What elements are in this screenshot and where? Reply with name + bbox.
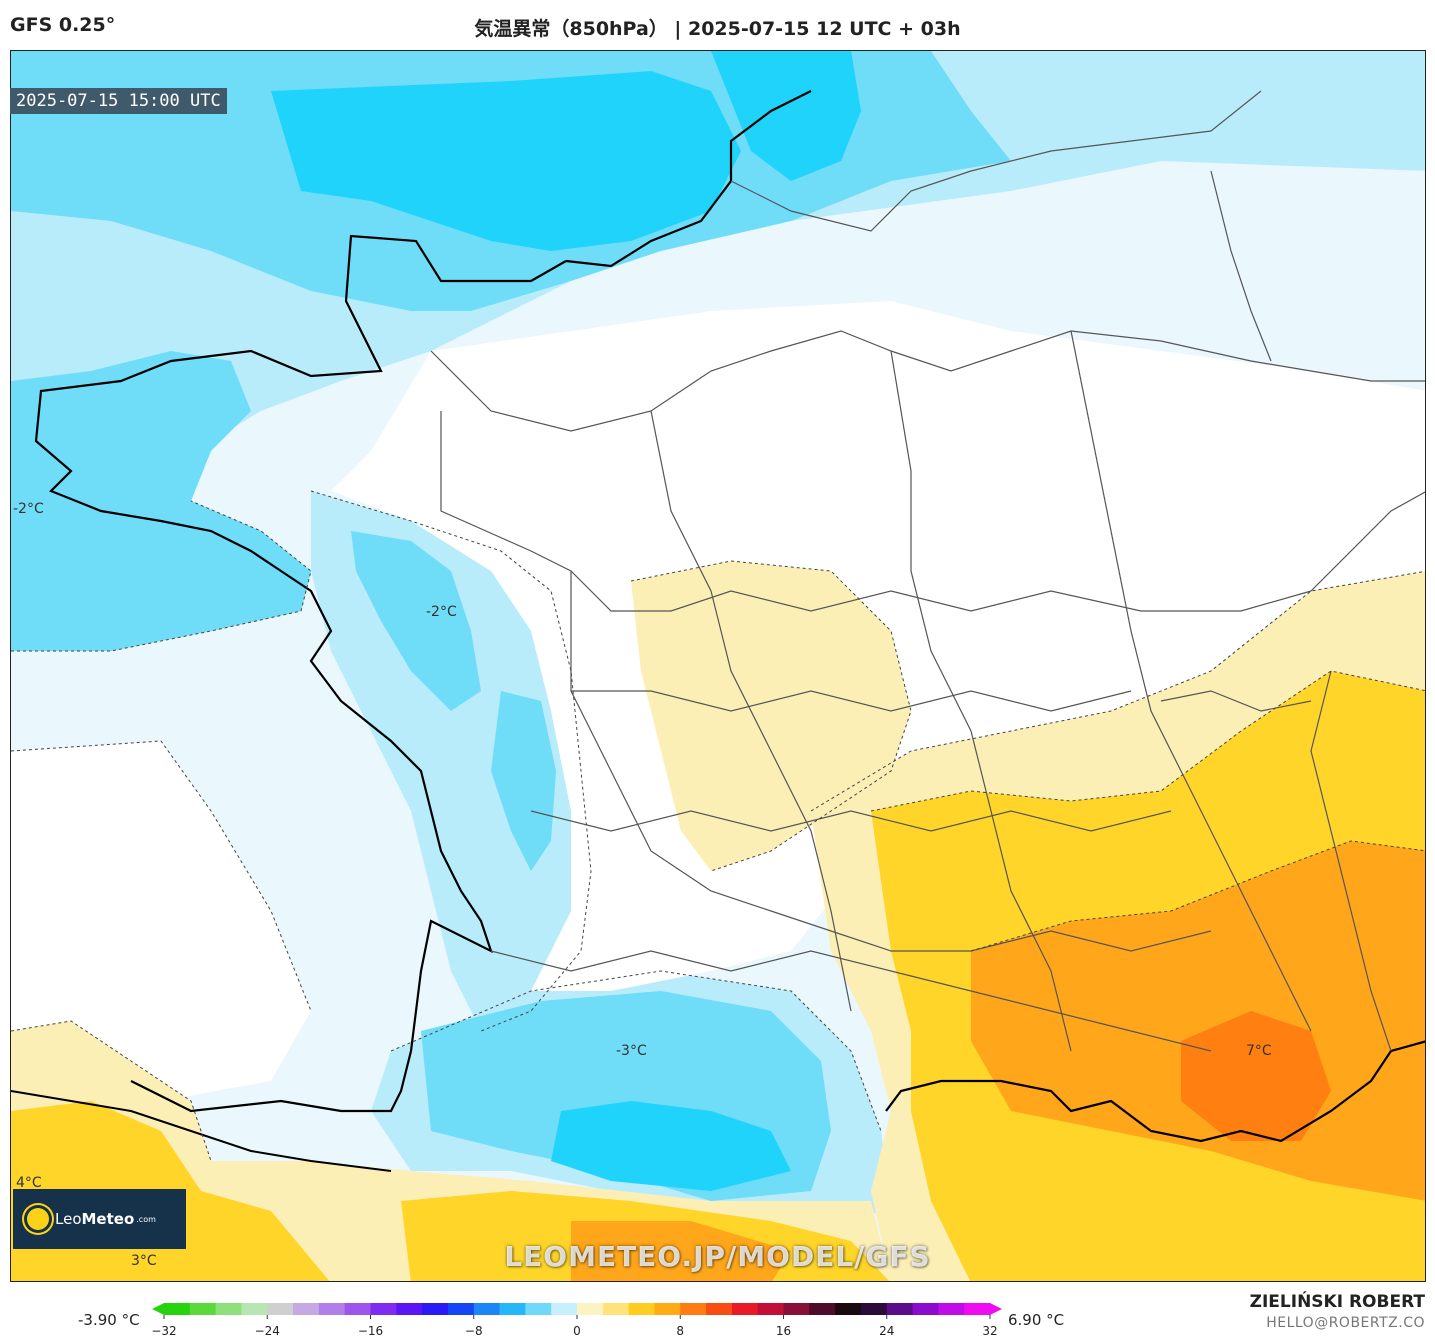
colorbar-swatch bbox=[680, 1303, 707, 1315]
anomaly-map: -2°C -2°C -3°C 7°C 4°C 3°C bbox=[10, 50, 1426, 1282]
author-name: ZIELIŃSKI ROBERT bbox=[1249, 1292, 1425, 1312]
contour-label: -2°C bbox=[13, 501, 44, 517]
map-canvas bbox=[11, 51, 1425, 1281]
warm-strong-pyrenees-south-region bbox=[571, 1221, 791, 1281]
colorbar-swatch bbox=[938, 1303, 965, 1315]
colorbar-tick-label: 0 bbox=[573, 1324, 581, 1338]
colorbar-min-arrow bbox=[152, 1303, 164, 1315]
watermark-url: LEOMETEO.JP/MODEL/GFS bbox=[504, 1240, 931, 1273]
colorbar-swatch bbox=[189, 1303, 217, 1315]
colorbar-tick-label: 24 bbox=[879, 1324, 895, 1338]
colorbar-swatch bbox=[783, 1303, 810, 1315]
colorbar-swatch bbox=[422, 1303, 449, 1315]
legend-footer: -3.90 °C −32 −24 −16 −8 0 8 16 24 32 6.90 °C ZIE… bbox=[0, 1282, 1435, 1339]
colorbar-swatch bbox=[551, 1303, 578, 1315]
mediterranean-coastline bbox=[885, 1040, 1425, 1143]
logo-text-suffix: .com bbox=[136, 1214, 156, 1224]
cold-mid-brittany-region bbox=[11, 351, 311, 651]
neutral-atlantic-region bbox=[11, 741, 311, 1101]
chart-title: 気温異常（850hPa） | 2025-07-15 12 UTC + 03h bbox=[474, 18, 961, 40]
colorbar-tick-label: 16 bbox=[775, 1324, 792, 1338]
colorbar-swatch bbox=[293, 1303, 320, 1315]
colorbar-swatch bbox=[809, 1303, 836, 1315]
colorbar-swatch bbox=[835, 1303, 862, 1315]
colorbar-swatch bbox=[473, 1303, 501, 1315]
colorbar-swatch bbox=[241, 1303, 268, 1315]
cold-mid-landes-region bbox=[491, 691, 556, 871]
colorbar-max-arrow bbox=[990, 1303, 1002, 1315]
colorbar-swatch bbox=[344, 1303, 371, 1315]
colorbar-swatch bbox=[602, 1303, 630, 1315]
colorbar-swatch bbox=[654, 1303, 681, 1315]
contour-label: 3°C bbox=[131, 1253, 157, 1269]
colorbar-tick-label: −8 bbox=[464, 1324, 483, 1338]
cold-strong-pyrenees-region bbox=[551, 1101, 791, 1191]
colorbar-swatch bbox=[447, 1303, 475, 1315]
author-email[interactable]: HELLO@ROBERTZ.CO bbox=[1266, 1315, 1425, 1331]
colorbar-tick-label: 8 bbox=[676, 1324, 685, 1338]
contour-label: 4°C bbox=[16, 1175, 42, 1191]
colorbar-swatch bbox=[860, 1303, 888, 1315]
colorbar-swatch bbox=[370, 1303, 397, 1315]
leometeo-logo[interactable]: Leo Meteo .com bbox=[13, 1189, 186, 1249]
colorbar-swatch bbox=[964, 1303, 991, 1315]
contour-lines bbox=[11, 490, 1425, 1162]
colorbar-swatch bbox=[215, 1303, 242, 1315]
logo-text-prefix: Leo bbox=[55, 1210, 82, 1228]
colorbar-swatch bbox=[706, 1303, 733, 1315]
colorbar-swatch bbox=[886, 1303, 914, 1315]
colorbar-tick-label: −32 bbox=[151, 1324, 177, 1338]
warm-peak-provence-region bbox=[1181, 1011, 1331, 1141]
legend-min-value: -3.90 °C bbox=[78, 1311, 140, 1329]
cold-mid-vendee-region bbox=[351, 531, 481, 711]
cold-light-west-region bbox=[311, 491, 591, 1031]
colorbar-swatch bbox=[164, 1303, 191, 1315]
colorbar-swatch bbox=[318, 1303, 346, 1315]
colorbar-tick-label: 32 bbox=[982, 1324, 998, 1338]
colorbar-swatch bbox=[628, 1303, 655, 1315]
cold-strong-northsea-region bbox=[711, 51, 861, 181]
header: GFS 0.25° 気温異常（850hPa） | 2025-07-15 12 U… bbox=[0, 0, 1435, 50]
colorbar-tick-label: −16 bbox=[357, 1324, 384, 1338]
spain-north-coastline bbox=[11, 1090, 392, 1172]
colorbar-swatch bbox=[525, 1303, 552, 1315]
colorbar-swatch bbox=[499, 1303, 526, 1315]
colorbar-swatch bbox=[757, 1303, 784, 1315]
administrative-borders bbox=[430, 90, 1425, 1052]
legend-max-value: 6.90 °C bbox=[1008, 1311, 1065, 1329]
contour-label: -2°C bbox=[426, 604, 457, 620]
valid-time-badge: 2025-07-15 15:00 UTC bbox=[10, 88, 227, 114]
logo-text-bold: Meteo bbox=[81, 1210, 135, 1228]
colorbar-tick-label: −24 bbox=[254, 1324, 280, 1338]
colorbar-swatch bbox=[396, 1303, 423, 1315]
colorbar-swatch bbox=[731, 1303, 759, 1315]
france-coastline bbox=[34, 90, 812, 1113]
cold-strong-channel-region bbox=[271, 71, 741, 251]
colorbar-swatch bbox=[912, 1303, 939, 1315]
colorbar-swatch bbox=[577, 1303, 604, 1315]
sun-icon bbox=[27, 1208, 49, 1230]
model-name: GFS 0.25° bbox=[10, 14, 116, 36]
colorbar bbox=[152, 1303, 1002, 1319]
contour-label: -3°C bbox=[616, 1043, 647, 1059]
contour-label: 7°C bbox=[1246, 1043, 1272, 1059]
colorbar-swatch bbox=[267, 1303, 294, 1315]
